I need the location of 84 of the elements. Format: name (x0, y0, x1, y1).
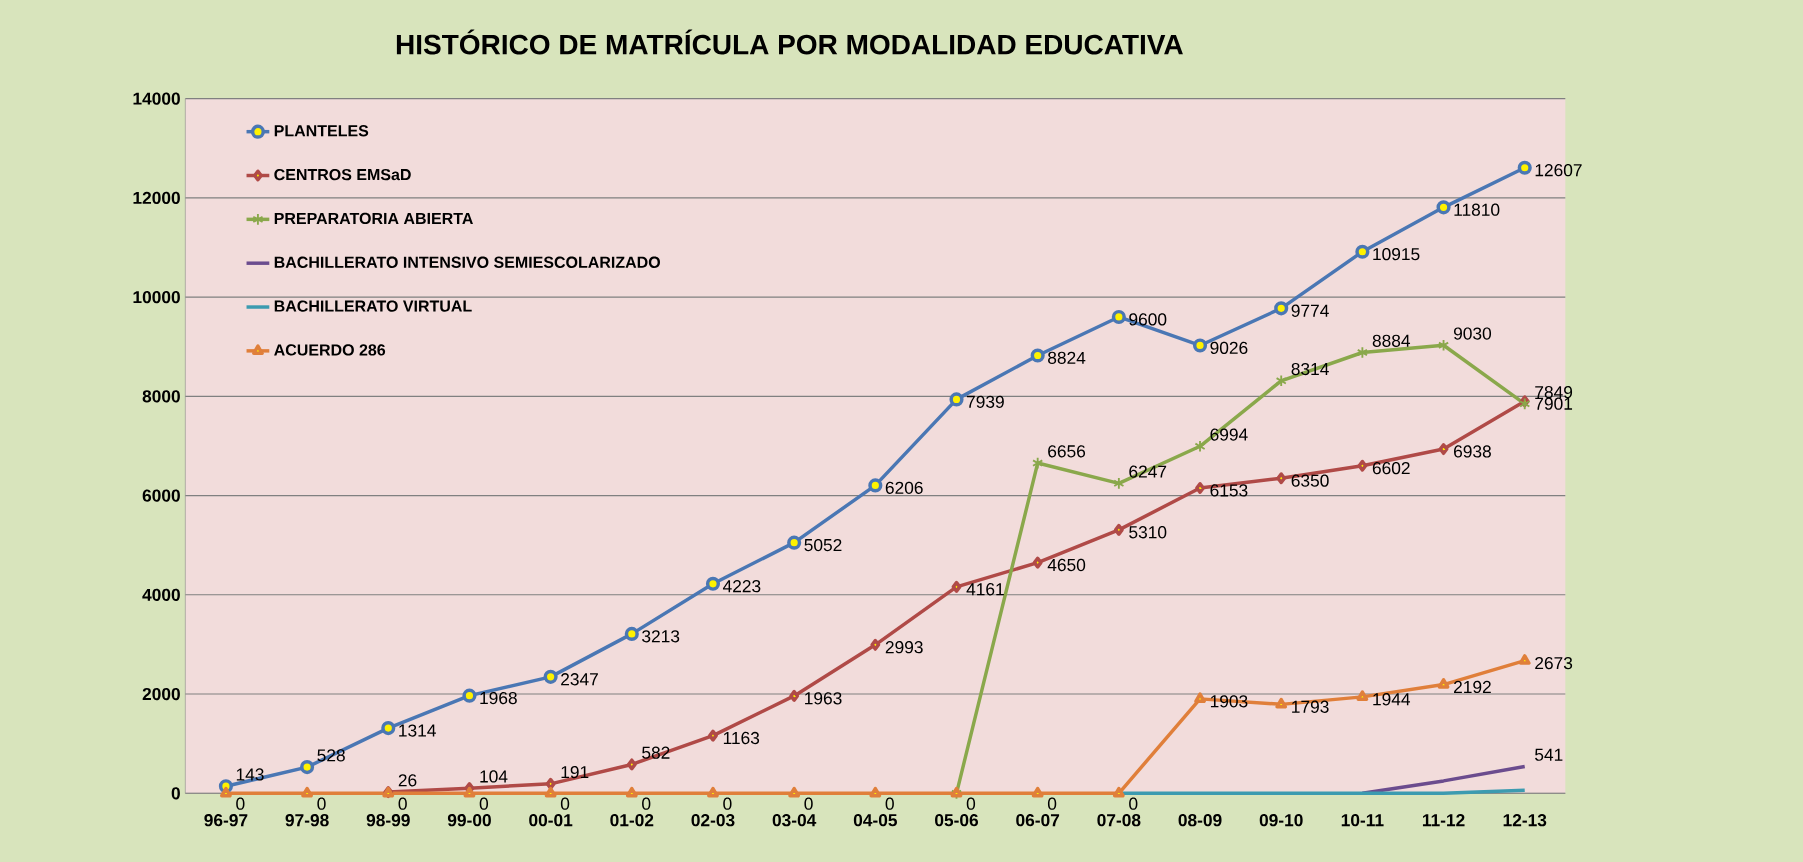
x-tick-label: 08-09 (1178, 814, 1222, 827)
data-label: 2347 (561, 673, 598, 686)
data-label: 0 (804, 797, 813, 810)
y-tick-label: 4000 (142, 588, 180, 601)
data-label: 0 (1047, 797, 1057, 810)
data-label: 7849 (1535, 385, 1573, 399)
x-tick-label: 98-99 (366, 814, 410, 827)
data-label: 0 (317, 797, 326, 810)
data-label: 26 (398, 774, 417, 787)
y-tick-label: 6000 (142, 489, 180, 502)
data-label: 7901 (1535, 397, 1573, 410)
legend-label: PREPARATORIA ABIERTA (274, 212, 473, 225)
data-label: 9030 (1453, 327, 1492, 340)
data-label: 104 (480, 770, 508, 783)
legend-label: PLANTELES (274, 125, 369, 137)
x-tick-label: 00-01 (529, 814, 573, 827)
data-label: 9026 (1210, 341, 1248, 354)
data-label: 4161 (966, 583, 1004, 596)
legend-label: BACHILLERATO INTENSIVO SEMIESCOLARIZADO (274, 256, 660, 268)
chart-title: HISTÓRICO DE MATRÍCULA POR MODALIDAD EDUCATIVA (396, 29, 1183, 55)
data-label: 4650 (1047, 558, 1086, 572)
data-label: 1963 (805, 692, 842, 705)
x-tick-label: 12-13 (1503, 814, 1547, 827)
legend-label: BACHILLERATO VIRTUAL (274, 300, 472, 312)
data-label: 6602 (1372, 461, 1410, 475)
data-label: 4223 (722, 580, 761, 593)
data-label: 6938 (1454, 445, 1491, 458)
data-label: 6350 (1291, 474, 1329, 487)
data-label: 143 (236, 768, 264, 781)
data-label: 5052 (804, 538, 842, 552)
data-label: 541 (1535, 748, 1563, 761)
x-tick-label: 96-97 (204, 814, 248, 827)
data-label: 3213 (642, 630, 680, 643)
data-label: 6206 (885, 481, 923, 494)
data-label: 7939 (967, 395, 1004, 408)
data-label: 0 (479, 797, 489, 810)
data-label: 1314 (399, 724, 436, 737)
data-label: 9600 (1129, 313, 1167, 326)
y-tick-label: 0 (171, 787, 180, 800)
x-tick-label: 06-07 (1016, 814, 1060, 827)
data-label: 5310 (1129, 526, 1167, 539)
x-tick-label: 03-04 (772, 814, 817, 827)
x-tick-label: 02-03 (691, 814, 735, 827)
data-label: 10915 (1373, 247, 1420, 261)
x-tick-label: 11-12 (1422, 814, 1465, 827)
data-label: 0 (885, 797, 894, 810)
y-tick-label: 2000 (142, 687, 180, 701)
data-label: 1793 (1292, 700, 1329, 713)
x-tick-label: 97-98 (285, 814, 329, 827)
x-tick-label: 05-06 (935, 814, 979, 827)
data-label: 0 (236, 797, 245, 810)
data-label: 1163 (723, 731, 760, 745)
data-label: 0 (1129, 797, 1138, 810)
x-tick-label: 01-02 (610, 814, 654, 827)
data-label: 12607 (1535, 164, 1582, 177)
data-label: 1968 (480, 691, 517, 705)
data-label: 2192 (1454, 680, 1491, 694)
y-tick-label: 10000 (133, 290, 180, 304)
legend-label: CENTROS EMSaD (274, 168, 411, 181)
data-label: 6656 (1048, 445, 1086, 458)
data-label: 9774 (1291, 304, 1329, 317)
legend-label: ACUERDO 286 (274, 344, 386, 356)
y-tick-label: 12000 (133, 191, 180, 205)
data-label: 0 (398, 797, 407, 810)
data-label: 0 (966, 797, 976, 810)
x-tick-label: 10-11 (1341, 814, 1384, 827)
data-label: 0 (560, 797, 570, 810)
data-label: 6153 (1210, 484, 1248, 497)
data-label: 1903 (1210, 695, 1248, 708)
x-tick-label: 99-00 (447, 814, 491, 827)
data-label: 8884 (1372, 334, 1411, 347)
data-label: 1944 (1373, 693, 1411, 706)
x-tick-label: 09-10 (1259, 814, 1303, 827)
data-label: 0 (723, 797, 732, 810)
y-tick-label: 8000 (142, 390, 180, 403)
data-label: 2673 (1535, 656, 1573, 670)
data-label: 191 (561, 765, 589, 779)
data-label: 8824 (1048, 351, 1086, 365)
data-label: 11810 (1454, 203, 1500, 216)
data-label: 2993 (885, 641, 923, 654)
x-tick-label: 04-05 (853, 814, 898, 827)
x-tick-label: 07-08 (1097, 814, 1141, 827)
y-tick-label: 14000 (133, 92, 180, 105)
data-label: 0 (642, 797, 651, 810)
